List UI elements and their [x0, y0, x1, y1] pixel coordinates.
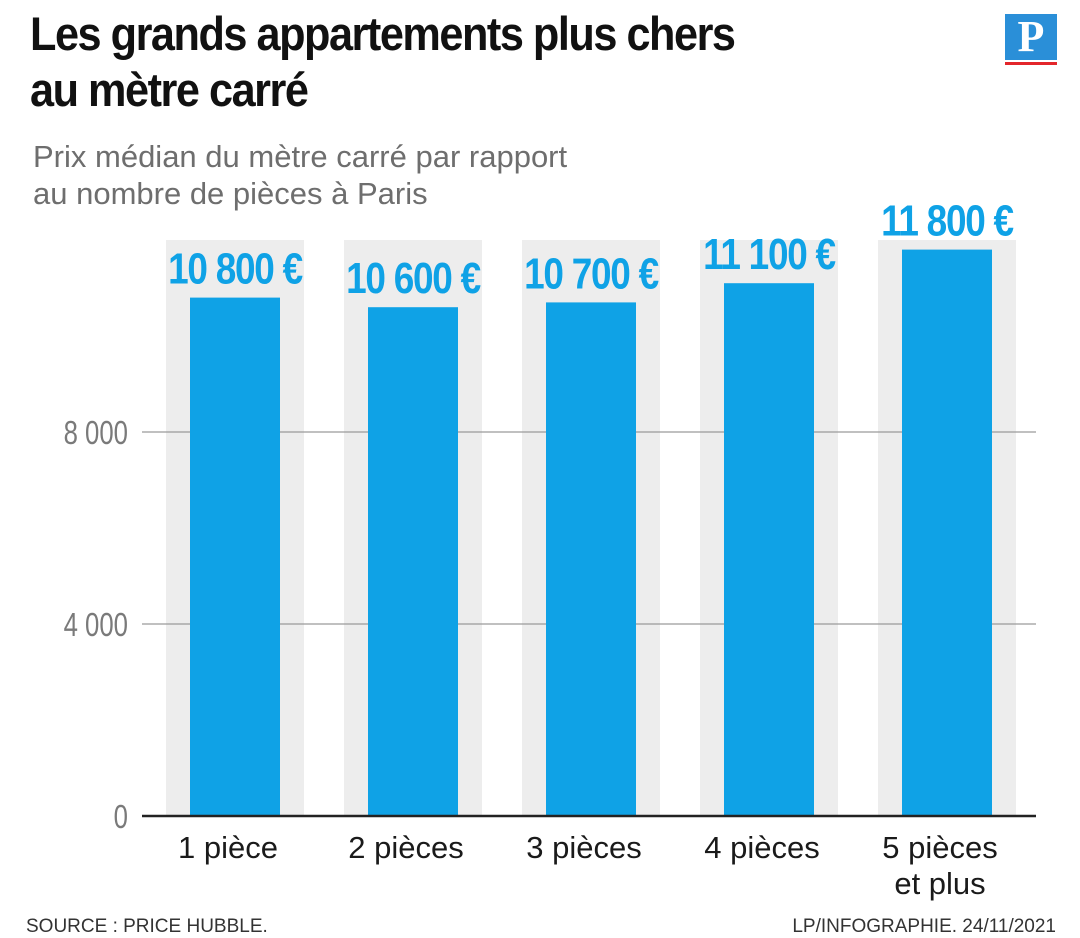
x-tick-label: 3 pièces — [526, 830, 641, 865]
value-label: 11 100 € — [703, 229, 835, 279]
title-line-2: au mètre carré — [30, 63, 309, 116]
logo-red-rule — [1005, 62, 1057, 65]
bar — [368, 307, 458, 816]
y-tick-label: 8 000 — [64, 415, 128, 452]
credit-note: LP/INFOGRAPHIE. 24/11/2021 — [792, 916, 1056, 937]
x-tick-label: 5 pièces — [882, 830, 997, 865]
x-tick-label: 4 pièces — [704, 830, 819, 865]
chart-title: Les grands appartements plus chers au mè… — [30, 6, 858, 118]
bar — [546, 302, 636, 816]
x-tick-label: 2 pièces — [348, 830, 463, 865]
bar — [190, 297, 280, 817]
x-tick-label: et plus — [894, 866, 985, 901]
le-parisien-logo: P — [1005, 14, 1057, 66]
subtitle-line-1: Prix médian du mètre carré par rapport — [33, 139, 568, 174]
y-tick-label: 0 — [114, 799, 128, 836]
x-tick-label: 1 pièce — [178, 830, 278, 865]
bar — [724, 283, 814, 816]
chart-subtitle: Prix médian du mètre carré par rapport a… — [33, 138, 733, 212]
bar — [902, 249, 992, 817]
title-line-1: Les grands appartements plus chers — [30, 7, 736, 60]
y-tick-label: 4 000 — [64, 607, 128, 644]
source-note: SOURCE : PRICE HUBBLE. — [26, 916, 268, 937]
value-label: 10 700 € — [524, 248, 658, 298]
value-label: 11 800 € — [881, 196, 1013, 246]
subtitle-line-2: au nombre de pièces à Paris — [33, 176, 428, 211]
value-label: 10 600 € — [346, 253, 480, 303]
logo-letter: P — [1005, 14, 1057, 60]
value-label: 10 800 € — [168, 244, 302, 294]
